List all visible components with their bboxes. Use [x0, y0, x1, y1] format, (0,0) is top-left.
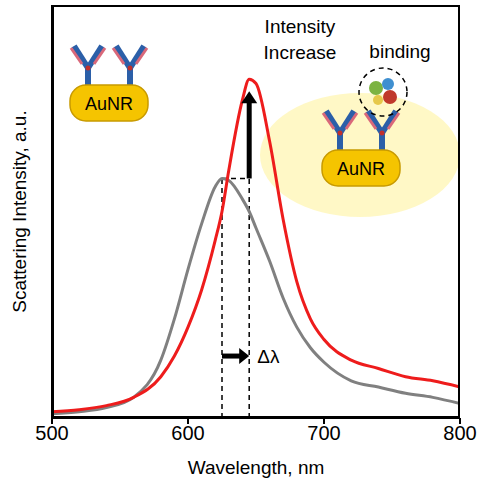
svg-text:AuNR: AuNR [85, 94, 133, 114]
svg-text:Wavelength, nm: Wavelength, nm [188, 457, 325, 478]
svg-text:Δλ: Δλ [257, 346, 280, 367]
svg-text:AuNR: AuNR [337, 159, 385, 179]
svg-text:500: 500 [35, 422, 68, 444]
svg-text:600: 600 [171, 422, 204, 444]
svg-text:binding: binding [369, 41, 430, 62]
svg-text:800: 800 [443, 422, 476, 444]
html-text:Intensity Increase: Intensity Increase [263, 16, 337, 63]
svg-text:700: 700 [307, 422, 340, 444]
svg-text:Scattering Intensity, a.u.: Scattering Intensity, a.u. [9, 110, 30, 312]
